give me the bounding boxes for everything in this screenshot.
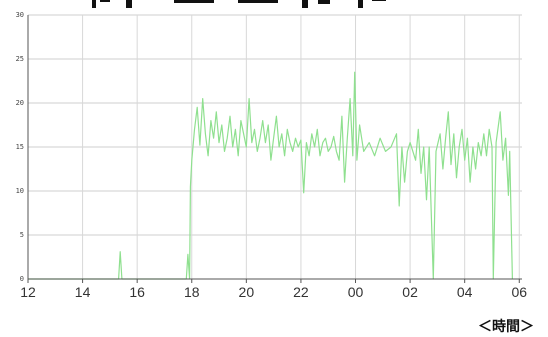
x-tick-label: 02	[402, 284, 418, 300]
x-tick-label: 16	[129, 284, 145, 300]
x-tick-label: 22	[293, 284, 309, 300]
x-tick-label: 06	[511, 284, 527, 300]
x-tick-label: 00	[348, 284, 364, 300]
x-tick-label: 04	[457, 284, 473, 300]
chart-axes	[27, 15, 522, 283]
x-tick-label: 12	[20, 284, 36, 300]
title-fragment-glyphs	[92, 0, 386, 8]
x-axis-ticks: 12 14 16 18 20 22 00 02 04 06	[20, 284, 527, 300]
y-tick-label: 10	[16, 187, 24, 195]
y-tick-label: 20	[16, 99, 24, 107]
x-tick-label: 14	[75, 284, 91, 300]
y-tick-label: 15	[16, 143, 24, 151]
y-tick-label: 25	[16, 55, 24, 63]
title-fragment	[78, 0, 438, 12]
x-axis-unit-label: ＜時間＞	[478, 319, 534, 335]
chart-series	[28, 71, 513, 280]
x-tick-label: 20	[239, 284, 255, 300]
series-line	[28, 71, 513, 280]
y-tick-label: 30	[16, 11, 24, 19]
y-tick-label: 5	[20, 231, 24, 239]
chart-grid	[27, 14, 522, 280]
y-tick-label: 0	[20, 275, 24, 283]
y-axis-ticks: 0 5 10 15 20 25 30	[16, 11, 24, 283]
x-tick-label: 18	[184, 284, 200, 300]
